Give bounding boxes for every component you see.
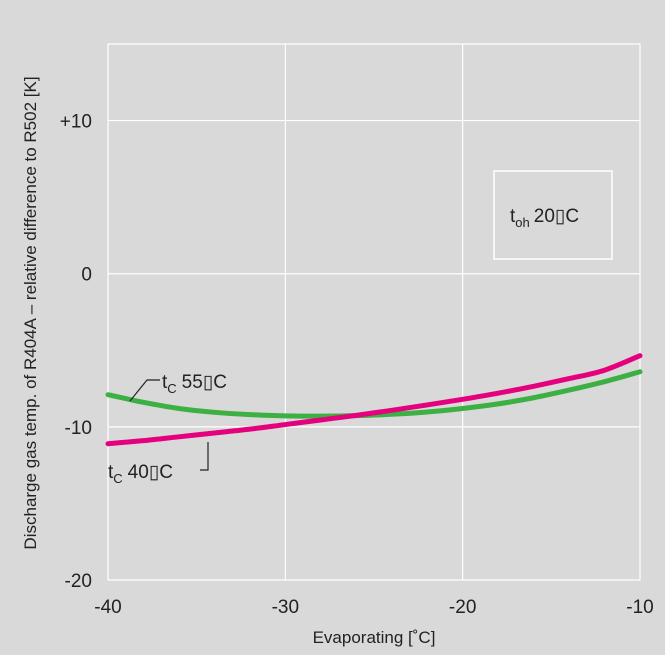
series-lines [105,353,643,447]
x-axis-title: Evaporating [˚C] [313,628,436,647]
annotation-value: 20 [534,206,555,227]
series-line-tc-40 [105,353,643,447]
series-label-tc-55: tC 55▯C [162,372,227,396]
series-label-tc-40: tC 40▯C [108,462,173,486]
series-labels: tC 55▯C tC 40▯C [108,372,227,486]
grid [107,43,641,581]
plot-area [108,44,640,580]
y-tick-label: -10 [65,418,92,439]
x-tick-label: -10 [626,597,653,618]
annotation-subscript: oh [515,215,529,230]
x-tick-label: -30 [272,597,299,618]
label-leader-line [200,442,209,471]
tick-labels: -40 -30 -20 -10 -20 -10 0 +10 [60,112,654,618]
y-tick-label: 0 [81,265,92,286]
y-tick-label: -20 [65,571,92,592]
plot-frame [107,43,641,581]
annotation-degree-box: ▯ [555,206,565,227]
annotation-symbol: t [510,206,516,227]
y-axis-title: Discharge gas temp. of R404A – relative … [21,76,40,549]
label-leader-line [129,379,160,402]
annotation-unit: C [565,206,579,227]
x-tick-label: -20 [449,597,476,618]
annotation-box: toh 20▯C [493,170,613,260]
x-tick-label: -40 [94,597,121,618]
y-tick-label: +10 [60,112,92,133]
